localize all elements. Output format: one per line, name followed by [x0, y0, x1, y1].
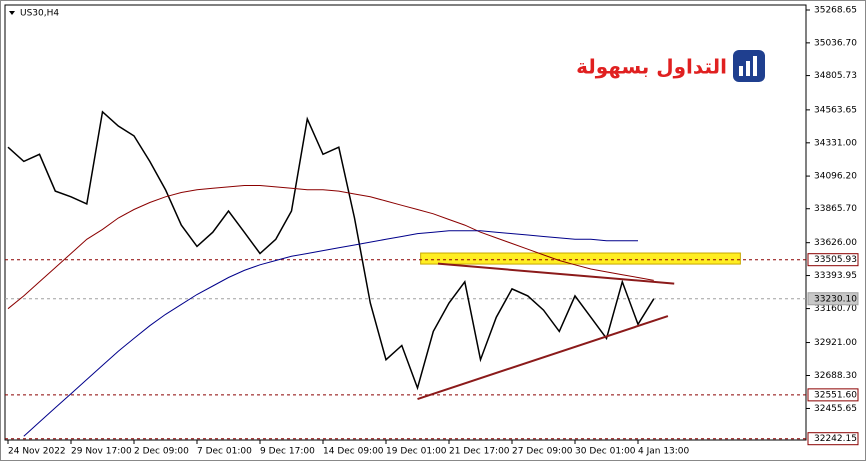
x-tick-label: 30 Dec 01:00 — [575, 447, 636, 457]
x-tick-label: 21 Dec 17:00 — [449, 447, 510, 457]
y-tick-label: 32455.65 — [814, 404, 857, 414]
level-label: 32551.60 — [814, 390, 857, 400]
series-line — [23, 230, 638, 437]
x-tick-label: 7 Dec 01:00 — [197, 447, 252, 457]
level-label: 33230.10 — [814, 294, 857, 304]
x-tick-label: 2 Dec 09:00 — [134, 447, 189, 457]
x-tick-label: 19 Dec 01:00 — [386, 447, 447, 457]
trend-line — [417, 315, 669, 401]
trend-line — [437, 262, 675, 285]
x-tick-label: 4 Jan 13:00 — [638, 447, 690, 457]
logo-bar — [746, 61, 750, 76]
y-tick-label: 34331.00 — [814, 138, 857, 148]
y-tick-label: 32921.00 — [814, 338, 857, 348]
level-label-box — [807, 388, 859, 402]
y-tick-label: 34805.73 — [814, 71, 857, 81]
y-tick-label: 33626.00 — [814, 238, 857, 248]
y-tick-label: 33865.70 — [814, 204, 857, 214]
menu-arrow — [9, 11, 15, 15]
x-tick-label: 14 Dec 09:00 — [323, 447, 384, 457]
logo: التداول بسهولة — [576, 50, 765, 82]
y-tick-label: 34096.20 — [814, 172, 857, 182]
plot-area — [4, 4, 807, 441]
y-tick-label: 34563.65 — [814, 105, 857, 115]
logo-bar — [753, 56, 757, 76]
zone — [420, 252, 741, 265]
series-line — [7, 110, 655, 391]
logo-text: التداول بسهولة — [576, 55, 727, 79]
x-tick-label: 29 Nov 17:00 — [71, 447, 132, 457]
series-line — [7, 185, 654, 310]
level-label-box — [807, 253, 859, 267]
x-tick-label: 24 Nov 2022 — [8, 447, 66, 457]
x-tick-label: 9 Dec 17:00 — [260, 447, 315, 457]
level-label-box — [807, 292, 859, 306]
level-label: 32242.15 — [814, 434, 857, 444]
y-tick-label: 35268.65 — [814, 6, 857, 16]
y-tick-label: 33160.70 — [814, 304, 857, 314]
level-label-box — [807, 432, 859, 446]
level-label: 33505.93 — [814, 255, 857, 265]
x-tick-label: 27 Dec 09:00 — [512, 447, 573, 457]
y-tick-label: 32688.30 — [814, 371, 857, 381]
y-tick-label: 35036.70 — [814, 38, 857, 48]
chart-title: US30,H4 — [20, 9, 59, 19]
logo-bar — [739, 66, 743, 76]
y-tick-label: 33393.95 — [814, 271, 857, 281]
